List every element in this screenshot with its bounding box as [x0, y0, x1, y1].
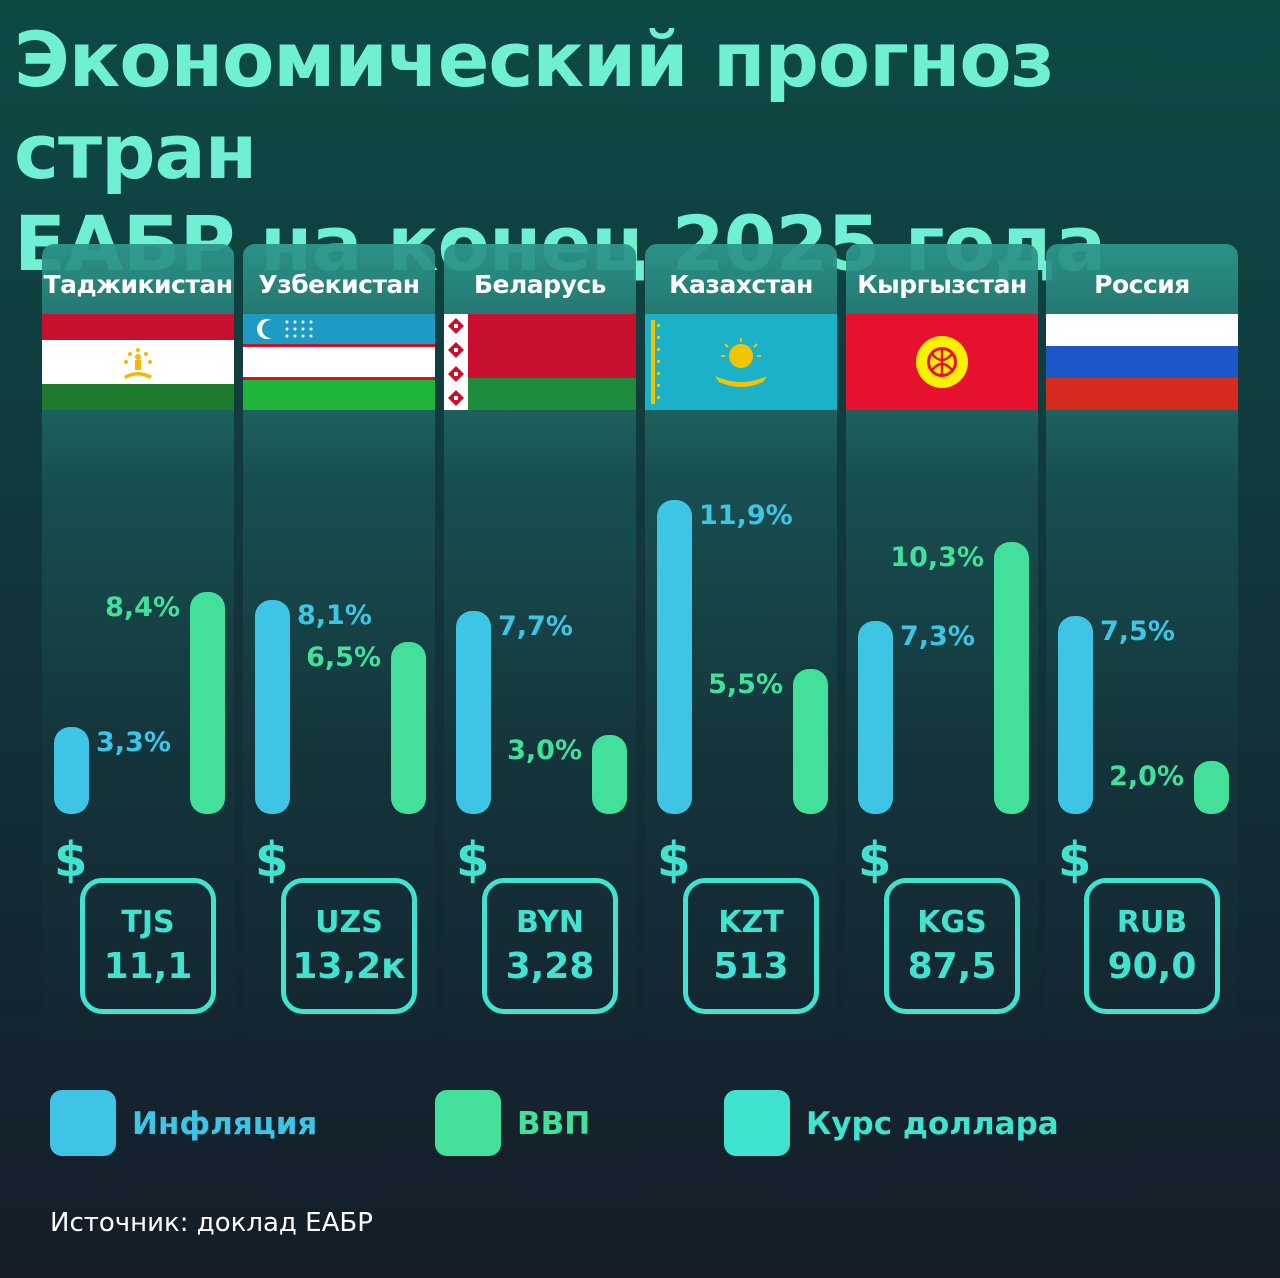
russia-flag-icon [1046, 314, 1238, 410]
inflation-label: 7,5% [1100, 616, 1175, 647]
gdp-bar [391, 642, 426, 814]
currency-code: BYN [515, 905, 585, 940]
legend-label-gdp: ВВП [517, 1106, 591, 1142]
belarus-flag-icon [444, 314, 636, 410]
title-line-1: Экономический прогноз стран [14, 15, 1055, 196]
source-note: Источник: доклад ЕАБР [50, 1208, 373, 1238]
legend-label-inflation: Инфляция [132, 1106, 318, 1142]
currency-value: 13,2к [292, 946, 406, 987]
currency-value: 513 [713, 946, 789, 987]
dollar-icon: $ [657, 832, 691, 888]
gdp-bar [994, 542, 1029, 814]
currency-code: RUB [1116, 905, 1188, 940]
dollar-icon: $ [858, 832, 892, 888]
legend-swatch-currency [724, 1090, 790, 1156]
currency-code: UZS [315, 905, 383, 940]
inflation-bar [54, 727, 89, 814]
country-name: Россия [1094, 270, 1190, 299]
country-name: Таджикистан [43, 270, 233, 299]
country-card-kazakhstan: Казахстан 11,9% 5,5% $ KZT 513 [645, 244, 837, 1044]
gdp-label: 5,5% [708, 669, 783, 700]
country-name: Казахстан [669, 270, 813, 299]
currency-rate-box: KGS 87,5 [884, 878, 1020, 1014]
dollar-icon: $ [456, 832, 490, 888]
inflation-label: 8,1% [297, 600, 372, 631]
inflation-bar [255, 600, 290, 814]
currency-code: TJS [121, 905, 175, 940]
gdp-label: 2,0% [1109, 761, 1184, 792]
legend-label-currency: Курс доллара [806, 1106, 1059, 1142]
inflation-bar [1058, 616, 1093, 814]
gdp-bar [592, 735, 627, 814]
uzbekistan-flag-icon [243, 314, 435, 410]
country-card-belarus: Беларусь 7,7% 3,0% $ BYN 3,28 [444, 244, 636, 1044]
gdp-label: 3,0% [507, 735, 582, 766]
kyrgyzstan-flag-icon [846, 314, 1038, 410]
tajikistan-flag-icon [42, 314, 234, 410]
gdp-label: 6,5% [306, 642, 381, 673]
country-name: Кыргызстан [857, 270, 1027, 299]
gdp-bar [1194, 761, 1229, 814]
currency-value: 3,28 [505, 946, 595, 987]
currency-code: KZT [718, 905, 784, 940]
gdp-label: 8,4% [105, 592, 180, 623]
inflation-label: 3,3% [96, 727, 171, 758]
country-name: Узбекистан [258, 270, 420, 299]
dollar-icon: $ [255, 832, 289, 888]
currency-rate-box: RUB 90,0 [1084, 878, 1220, 1014]
legend-swatch-inflation [50, 1090, 116, 1156]
legend-swatch-gdp [435, 1090, 501, 1156]
country-card-tajikistan: Таджикистан 3,3% 8,4% $ TJS 11,1 [42, 244, 234, 1044]
dollar-icon: $ [1058, 832, 1092, 888]
inflation-bar [858, 621, 893, 814]
currency-rate-box: BYN 3,28 [482, 878, 618, 1014]
gdp-bar [793, 669, 828, 814]
inflation-label: 11,9% [699, 500, 793, 531]
currency-code: KGS [917, 905, 987, 940]
kazakhstan-flag-icon [645, 314, 837, 410]
currency-rate-box: KZT 513 [683, 878, 819, 1014]
currency-value: 90,0 [1107, 946, 1197, 987]
inflation-label: 7,7% [498, 611, 573, 642]
currency-value: 11,1 [103, 946, 193, 987]
inflation-bar [456, 611, 491, 814]
gdp-label: 10,3% [890, 542, 984, 573]
inflation-bar [657, 500, 692, 814]
currency-rate-box: TJS 11,1 [80, 878, 216, 1014]
country-card-kyrgyzstan: Кыргызстан 7,3% 10,3% $ KGS 87,5 [846, 244, 1038, 1044]
gdp-bar [190, 592, 225, 814]
currency-value: 87,5 [907, 946, 997, 987]
inflation-label: 7,3% [900, 621, 975, 652]
dollar-icon: $ [54, 832, 88, 888]
country-name: Беларусь [473, 270, 607, 299]
country-card-uzbekistan: Узбекистан 8,1% 6,5% $ UZS 13,2к [243, 244, 435, 1044]
country-card-russia: Россия 7,5% 2,0% $ RUB 90,0 [1046, 244, 1238, 1044]
currency-rate-box: UZS 13,2к [281, 878, 417, 1014]
